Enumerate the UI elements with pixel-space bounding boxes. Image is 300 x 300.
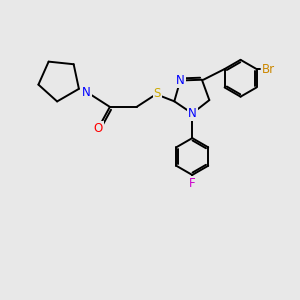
- Text: N: N: [176, 74, 184, 87]
- Text: S: S: [154, 87, 161, 100]
- Text: N: N: [188, 107, 197, 120]
- Text: F: F: [189, 177, 196, 190]
- Text: Br: Br: [262, 62, 275, 76]
- Text: O: O: [93, 122, 103, 135]
- Text: N: N: [82, 85, 91, 98]
